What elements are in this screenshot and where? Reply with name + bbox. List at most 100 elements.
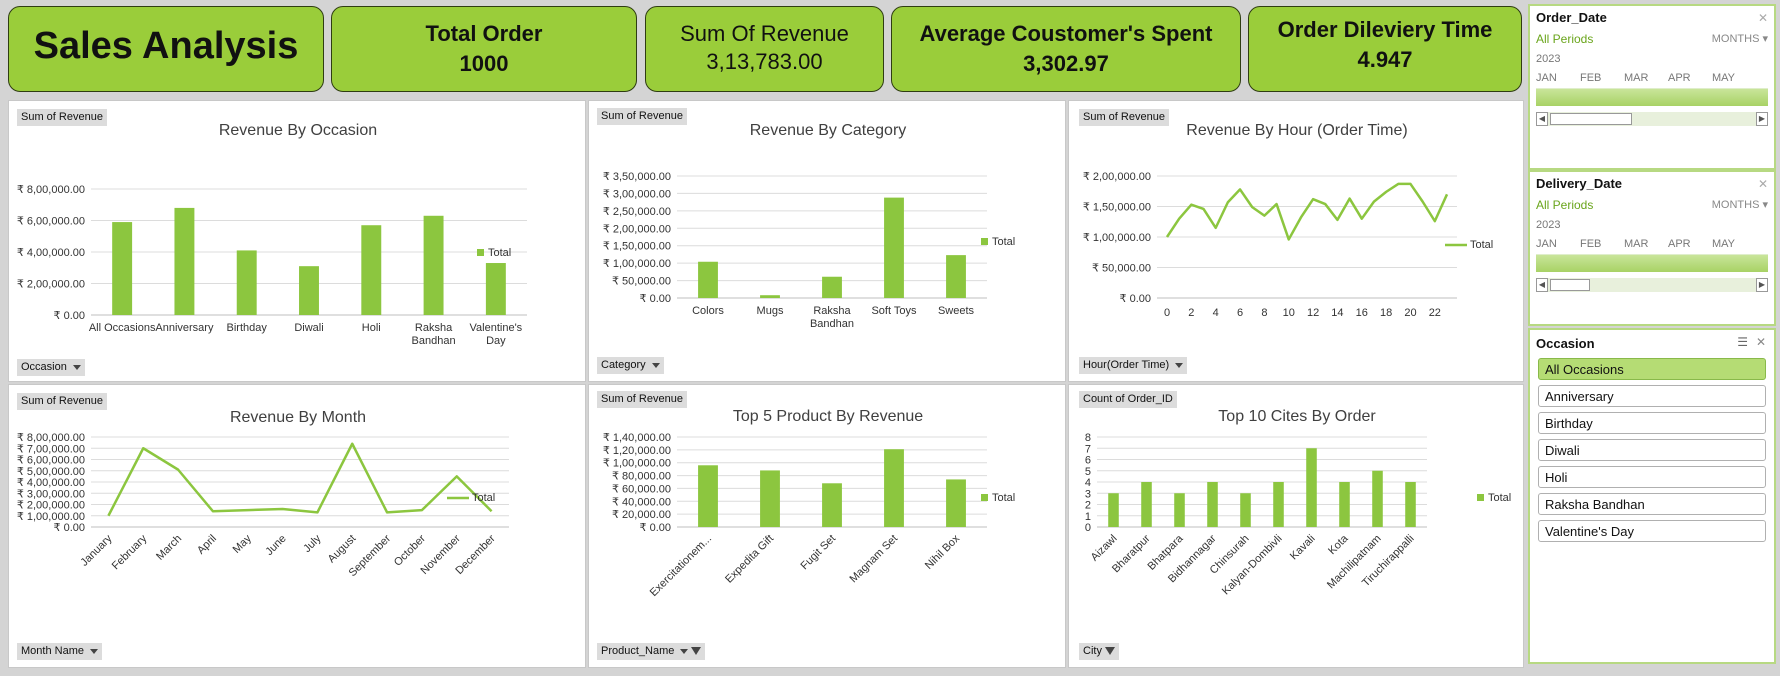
scroll-thumb[interactable]	[1550, 279, 1590, 291]
month-label[interactable]: APR	[1668, 72, 1691, 84]
y-tick-label: 7	[1085, 443, 1091, 455]
value-field-label: Sum of Revenue	[21, 395, 103, 407]
y-tick-label: 4	[1085, 477, 1091, 489]
month-label[interactable]: MAY	[1712, 238, 1736, 250]
bar	[822, 483, 842, 527]
month-label[interactable]: APR	[1668, 238, 1691, 250]
value-field-chip[interactable]: Count of Order_ID	[1079, 391, 1177, 408]
y-tick-label: ₹ 8,00,000.00	[17, 432, 85, 444]
bar	[1339, 482, 1350, 527]
bar	[1174, 493, 1185, 527]
y-tick-label: ₹ 1,00,000.00	[1083, 232, 1151, 244]
x-tick-label: Raksha Bandhan	[810, 305, 854, 330]
bar	[698, 261, 718, 298]
legend-label: Total	[992, 492, 1015, 504]
occasion-item[interactable]: Raksha Bandhan	[1538, 493, 1766, 515]
x-tick-label: 22	[1429, 307, 1441, 319]
x-tick-label: Birthday	[227, 322, 268, 334]
series-line	[1165, 182, 1449, 241]
value-field-label: Sum of Revenue	[1083, 111, 1165, 123]
x-tick-label: Fugit Set	[799, 533, 839, 573]
scroll-right-icon[interactable]: ▶	[1756, 112, 1768, 126]
bar	[698, 465, 718, 527]
month-label[interactable]: MAY	[1712, 72, 1736, 84]
timeline-selection-bar[interactable]	[1536, 88, 1768, 106]
x-tick-label: Magnam Set	[848, 533, 901, 586]
value-field-chip[interactable]: Sum of Revenue	[597, 391, 687, 408]
y-tick-label: 2	[1085, 500, 1091, 512]
x-tick-label: All Occasions	[89, 322, 156, 334]
kpi-delivery-time-value: 4.947	[1357, 47, 1413, 72]
axis-field-button[interactable]: Hour(Order Time)	[1079, 357, 1188, 374]
axis-field-label: Occasion	[21, 361, 67, 373]
bar	[760, 295, 780, 298]
occasion-item[interactable]: Anniversary	[1538, 385, 1766, 407]
y-tick-label: ₹ 4,00,000.00	[17, 477, 85, 489]
y-tick-label: ₹ 1,00,000.00	[17, 511, 85, 523]
time-level-dropdown[interactable]: MONTHS ▾	[1711, 33, 1768, 45]
revenue-by-hour-chart: Revenue By Hour (Order Time) ₹ 0.00 ₹ 50,0…	[1083, 122, 1493, 319]
value-field-chip[interactable]: Sum of Revenue	[1079, 109, 1169, 126]
occasion-item-label: Anniversary	[1545, 389, 1614, 404]
x-tick-label: Nihil Box	[923, 532, 963, 572]
month-label[interactable]: FEB	[1580, 238, 1602, 250]
scroll-right-icon[interactable]: ▶	[1756, 278, 1768, 292]
occasion-item[interactable]: Holi	[1538, 466, 1766, 488]
clear-filter-icon[interactable]: ✕	[1755, 335, 1766, 349]
value-field-chip[interactable]: Sum of Revenue	[597, 108, 687, 125]
axis-field-button[interactable]: Product_Name	[597, 643, 706, 660]
x-tick-label: 12	[1307, 307, 1319, 319]
axis-field-button[interactable]: Category	[597, 357, 664, 374]
x-tick-label: Colors	[692, 305, 724, 317]
occasion-item[interactable]: All Occasions	[1538, 358, 1766, 380]
x-tick-label: 18	[1380, 307, 1392, 319]
time-level-dropdown[interactable]: MONTHS ▾	[1711, 199, 1768, 211]
occasion-item-label: Raksha Bandhan	[1545, 497, 1645, 512]
clear-filter-icon[interactable]: ✕	[1757, 177, 1768, 191]
multi-select-icon[interactable]: ☰	[1737, 335, 1748, 349]
month-label[interactable]: JAN	[1536, 238, 1557, 250]
slicer-title: Occasion	[1536, 336, 1595, 351]
occasion-item[interactable]: Valentine's Day	[1538, 520, 1766, 542]
bar	[112, 222, 133, 315]
month-label[interactable]: JAN	[1536, 72, 1557, 84]
bar	[361, 225, 382, 315]
chart-panel-hour: Sum of Revenue Revenue By Hour (Order Ti…	[1068, 100, 1524, 382]
slicer-title: Delivery_Date	[1536, 176, 1622, 191]
scroll-thumb[interactable]	[1550, 113, 1632, 125]
y-tick-label: ₹ 1,20,000.00	[603, 445, 671, 457]
y-tick-label: ₹ 1,50,000.00	[603, 241, 671, 253]
occasion-item[interactable]: Diwali	[1538, 439, 1766, 461]
scroll-left-icon[interactable]: ◀	[1536, 278, 1548, 292]
dropdown-icon	[651, 362, 660, 368]
month-label[interactable]: FEB	[1580, 72, 1602, 84]
x-tick-label: 10	[1283, 307, 1295, 319]
clear-filter-icon[interactable]: ✕	[1757, 11, 1768, 25]
timeline-scrollbar[interactable]: ◀ ▶	[1536, 112, 1768, 126]
value-field-chip[interactable]: Sum of Revenue	[17, 393, 107, 410]
top-cities-chart: Top 10 Cites By Order012345678AizawlBhar…	[1085, 408, 1511, 597]
occasion-slicer: Occasion ☰ ✕ All Occasions Anniversary B…	[1528, 328, 1776, 664]
bar	[822, 276, 842, 298]
y-tick-label: ₹ 3,50,000.00	[603, 171, 671, 183]
x-tick-label: Raksha Bandhan	[412, 322, 456, 347]
axis-field-button[interactable]: Month Name	[17, 643, 102, 660]
x-tick-label: February	[110, 532, 150, 572]
timeline-scrollbar[interactable]: ◀ ▶	[1536, 278, 1768, 292]
y-tick-label: ₹ 0.00	[640, 522, 671, 534]
scroll-left-icon[interactable]: ◀	[1536, 112, 1548, 126]
axis-field-button[interactable]: City	[1079, 643, 1119, 660]
bar	[946, 479, 966, 527]
y-tick-label: ₹ 0.00	[1120, 293, 1151, 305]
month-label[interactable]: MAR	[1624, 238, 1649, 250]
occasion-item[interactable]: Birthday	[1538, 412, 1766, 434]
axis-field-button[interactable]: Occasion	[17, 359, 85, 376]
month-label[interactable]: MAR	[1624, 72, 1649, 84]
x-tick-label: Kota	[1326, 532, 1351, 557]
bar	[1405, 482, 1416, 527]
bar	[1306, 448, 1317, 527]
value-field-chip[interactable]: Sum of Revenue	[17, 109, 107, 126]
x-tick-label: 6	[1237, 307, 1243, 319]
legend-label: Total	[992, 236, 1015, 248]
timeline-selection-bar[interactable]	[1536, 254, 1768, 272]
